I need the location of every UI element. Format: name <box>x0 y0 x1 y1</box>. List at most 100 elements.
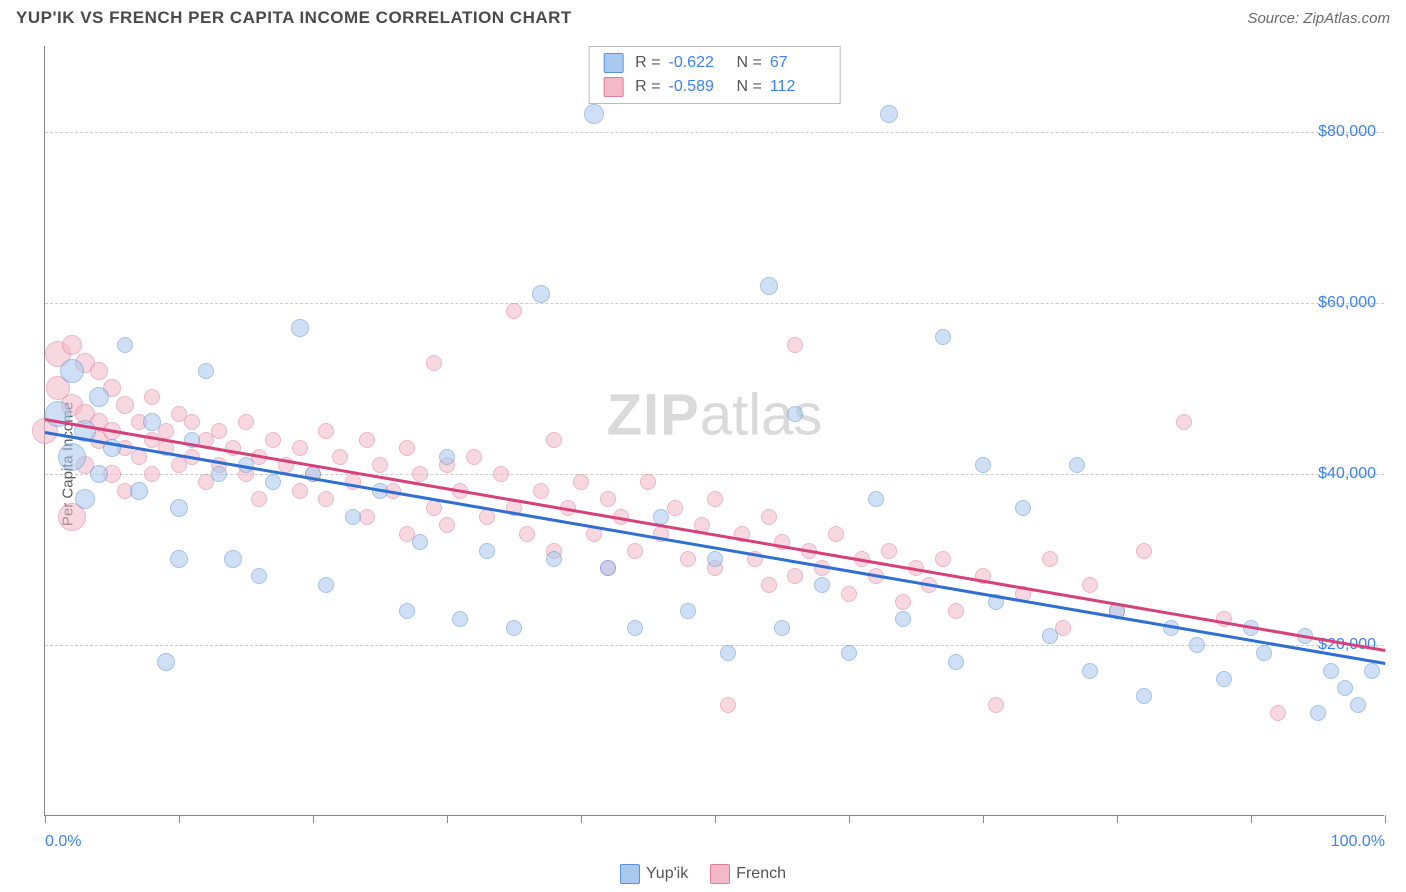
scatter-point <box>761 577 777 593</box>
scatter-point <box>224 550 242 568</box>
x-tick <box>581 815 582 823</box>
scatter-point <box>466 449 482 465</box>
scatter-point <box>62 335 82 355</box>
stats-legend: R = -0.622 N = 67 R = -0.589 N = 112 <box>588 46 841 104</box>
scatter-point <box>479 543 495 559</box>
scatter-point <box>292 440 308 456</box>
scatter-point <box>426 500 442 516</box>
scatter-point <box>506 303 522 319</box>
scatter-point <box>292 483 308 499</box>
scatter-point <box>519 526 535 542</box>
chart-container: Per Capita Income ZIPatlas R = -0.622 N … <box>0 36 1406 892</box>
scatter-point <box>546 551 562 567</box>
scatter-point <box>493 466 509 482</box>
scatter-point <box>345 509 361 525</box>
scatter-point <box>948 654 964 670</box>
gridline-h <box>45 645 1384 646</box>
scatter-point <box>814 577 830 593</box>
trend-line <box>45 418 1385 651</box>
scatter-point <box>1256 645 1272 661</box>
scatter-point <box>318 423 334 439</box>
scatter-point <box>412 466 428 482</box>
scatter-point <box>1337 680 1353 696</box>
scatter-point <box>584 104 604 124</box>
scatter-point <box>948 603 964 619</box>
scatter-point <box>1082 663 1098 679</box>
scatter-point <box>975 457 991 473</box>
scatter-point <box>1176 414 1192 430</box>
scatter-point <box>1055 620 1071 636</box>
x-tick <box>45 815 46 823</box>
scatter-point <box>198 363 214 379</box>
stats-row-yupik: R = -0.622 N = 67 <box>603 51 826 75</box>
scatter-point <box>532 285 550 303</box>
scatter-point <box>600 560 616 576</box>
scatter-point <box>988 697 1004 713</box>
scatter-point <box>680 603 696 619</box>
scatter-point <box>130 482 148 500</box>
n-value-yupik: 67 <box>770 51 826 75</box>
scatter-point <box>170 499 188 517</box>
scatter-point <box>1136 688 1152 704</box>
scatter-point <box>426 355 442 371</box>
scatter-point <box>58 443 86 471</box>
r-value-french: -0.589 <box>669 75 725 99</box>
x-tick <box>447 815 448 823</box>
scatter-point <box>1350 697 1366 713</box>
scatter-point <box>627 620 643 636</box>
series-legend: Yup'ik French <box>620 864 786 884</box>
scatter-point <box>895 611 911 627</box>
scatter-point <box>841 645 857 661</box>
scatter-point <box>117 337 133 353</box>
scatter-point <box>399 440 415 456</box>
scatter-point <box>131 449 147 465</box>
scatter-point <box>1069 457 1085 473</box>
scatter-point <box>1042 551 1058 567</box>
scatter-point <box>868 491 884 507</box>
scatter-point <box>881 543 897 559</box>
x-tick <box>1385 815 1386 823</box>
scatter-point <box>935 329 951 345</box>
legend-item: French <box>710 864 786 884</box>
scatter-point <box>680 551 696 567</box>
scatter-point <box>760 277 778 295</box>
scatter-point <box>452 611 468 627</box>
scatter-point <box>506 620 522 636</box>
x-tick <box>313 815 314 823</box>
x-tick <box>179 815 180 823</box>
scatter-point <box>144 389 160 405</box>
scatter-point <box>1082 577 1098 593</box>
scatter-point <box>184 414 200 430</box>
scatter-point <box>60 359 84 383</box>
scatter-point <box>143 413 161 431</box>
scatter-point <box>1364 663 1380 679</box>
scatter-point <box>627 543 643 559</box>
scatter-point <box>880 105 898 123</box>
scatter-point <box>211 466 227 482</box>
scatter-point <box>935 551 951 567</box>
scatter-point <box>1042 628 1058 644</box>
stats-row-french: R = -0.589 N = 112 <box>603 75 826 99</box>
scatter-point <box>895 594 911 610</box>
y-tick-label: $60,000 <box>1318 294 1376 312</box>
scatter-point <box>89 387 109 407</box>
scatter-point <box>720 697 736 713</box>
scatter-point <box>640 474 656 490</box>
x-tick-label: 100.0% <box>1331 833 1385 851</box>
scatter-point <box>533 483 549 499</box>
scatter-point <box>1270 705 1286 721</box>
scatter-point <box>170 550 188 568</box>
scatter-point <box>828 526 844 542</box>
x-tick <box>983 815 984 823</box>
scatter-point <box>600 491 616 507</box>
scatter-point <box>1015 500 1031 516</box>
scatter-point <box>761 509 777 525</box>
legend-label: Yup'ik <box>646 865 688 883</box>
watermark-atlas: atlas <box>700 383 823 448</box>
x-tick <box>1117 815 1118 823</box>
scatter-point <box>399 603 415 619</box>
scatter-point <box>318 577 334 593</box>
y-tick-label: $40,000 <box>1318 465 1376 483</box>
scatter-point <box>546 432 562 448</box>
scatter-point <box>251 491 267 507</box>
